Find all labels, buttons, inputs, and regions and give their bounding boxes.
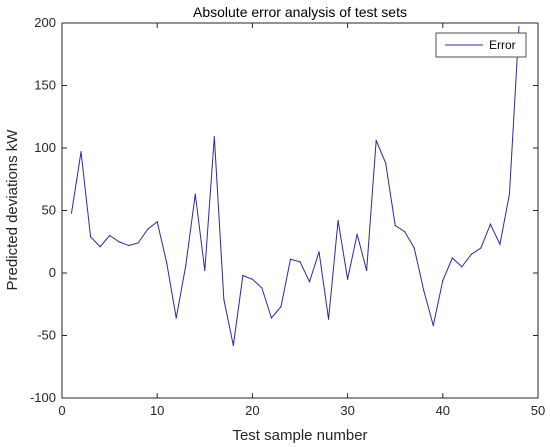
data-point xyxy=(318,251,320,253)
x-tick-label: 10 xyxy=(150,403,164,418)
data-point xyxy=(204,269,206,272)
data-point xyxy=(99,246,101,248)
series-line-error xyxy=(71,26,520,346)
y-tick-label: -100 xyxy=(30,390,56,405)
y-tick-label: -50 xyxy=(37,328,56,343)
data-point xyxy=(280,306,282,308)
y-tick-label: 0 xyxy=(49,265,56,280)
data-point xyxy=(461,266,463,268)
data-point xyxy=(194,193,196,195)
data-point xyxy=(166,262,168,264)
data-point xyxy=(375,139,377,142)
data-point xyxy=(223,298,225,300)
data-point xyxy=(128,244,130,247)
data-point xyxy=(175,317,177,319)
data-point xyxy=(118,241,120,243)
data-point xyxy=(109,234,111,237)
data-point xyxy=(413,247,415,249)
plot-area xyxy=(61,22,539,399)
legend: Error xyxy=(435,32,527,58)
y-tick-label: 50 xyxy=(42,203,56,218)
data-point xyxy=(451,257,453,259)
x-tick-label: 0 xyxy=(58,403,65,418)
data-point xyxy=(423,289,425,292)
data-point xyxy=(70,212,73,214)
data-point xyxy=(347,278,349,280)
data-point xyxy=(499,243,501,245)
data-point xyxy=(289,258,292,260)
series-points-error xyxy=(70,26,520,347)
y-tick-label: 100 xyxy=(34,140,56,155)
data-point xyxy=(232,344,234,347)
y-tick-label: 150 xyxy=(34,78,56,93)
data-point xyxy=(156,221,158,223)
data-point xyxy=(327,318,330,320)
data-point xyxy=(404,231,406,233)
data-point xyxy=(213,136,215,138)
data-point xyxy=(442,279,444,282)
data-point xyxy=(147,228,149,230)
x-axis-label: Test sample number xyxy=(232,427,367,444)
data-point xyxy=(518,26,520,28)
data-point xyxy=(270,317,273,319)
data-point xyxy=(251,278,253,280)
data-point xyxy=(356,233,358,235)
legend-label-error: Error xyxy=(489,38,516,52)
data-point xyxy=(308,281,311,283)
data-point xyxy=(470,253,472,255)
data-point xyxy=(137,242,139,244)
chart-title: Absolute error analysis of test sets xyxy=(193,4,407,20)
data-point xyxy=(489,223,491,225)
y-axis: -100 -50 0 50 100 150 200 xyxy=(30,15,538,405)
data-point xyxy=(261,287,263,289)
data-point xyxy=(299,261,301,263)
data-point xyxy=(185,264,187,267)
data-point xyxy=(89,236,92,238)
data-point xyxy=(508,193,511,195)
data-point xyxy=(480,247,482,249)
x-axis: 0 10 20 30 40 50 xyxy=(58,23,545,418)
x-tick-label: 50 xyxy=(531,403,545,418)
data-point xyxy=(337,219,339,222)
x-tick-label: 30 xyxy=(340,403,354,418)
data-point xyxy=(242,274,244,277)
data-point xyxy=(394,224,396,227)
data-point xyxy=(80,151,82,153)
data-point xyxy=(432,324,434,327)
data-point xyxy=(366,269,368,272)
data-point xyxy=(385,162,387,164)
x-tick-label: 20 xyxy=(245,403,259,418)
x-tick-label: 40 xyxy=(436,403,450,418)
y-axis-label: Predicted deviations kW xyxy=(4,129,21,291)
y-tick-label: 200 xyxy=(34,15,56,30)
